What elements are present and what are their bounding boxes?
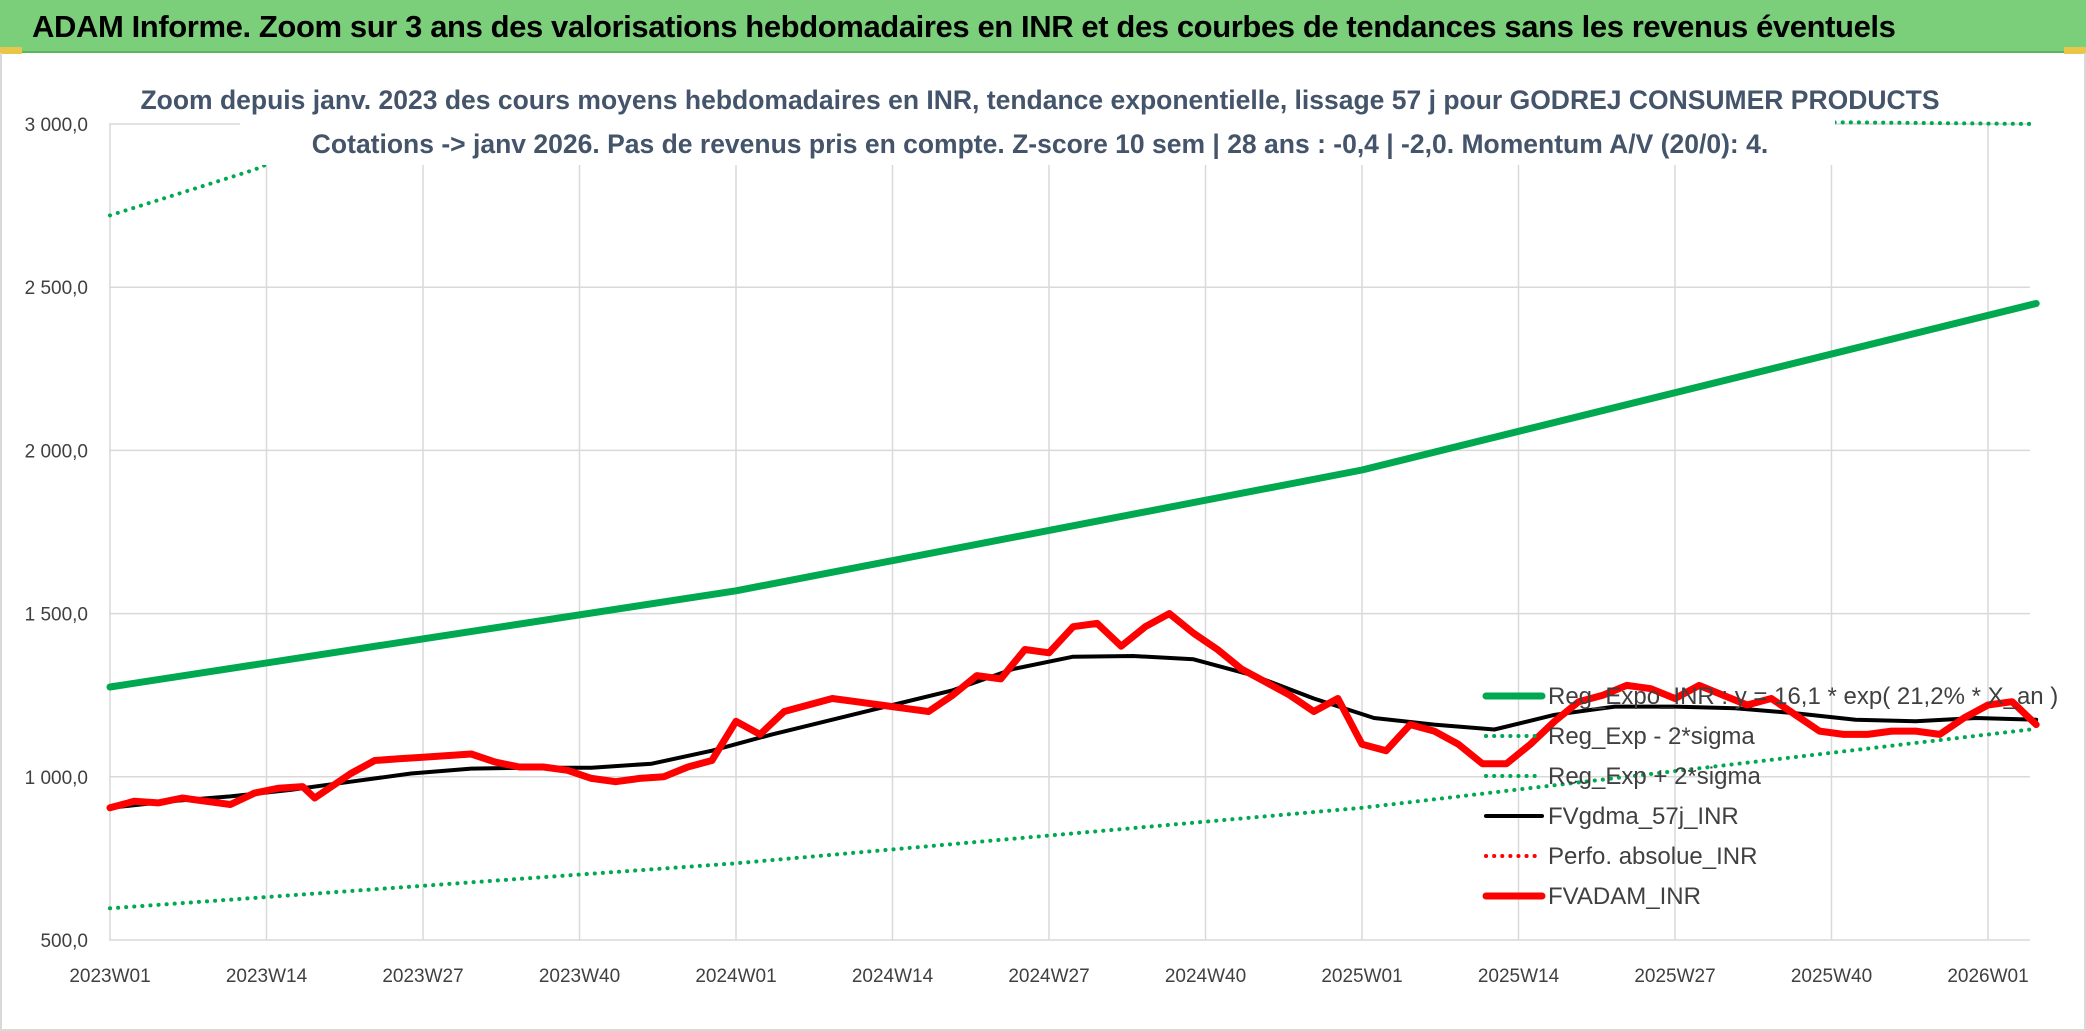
x-tick-label: 2024W27 bbox=[1008, 966, 1089, 987]
chart-title: Zoom depuis janv. 2023 des cours moyens … bbox=[140, 85, 1939, 115]
x-tick-label: 2023W40 bbox=[539, 966, 620, 987]
series-line bbox=[106, 610, 2040, 812]
chart-title-background bbox=[240, 80, 1835, 165]
x-tick-label: 2024W14 bbox=[852, 966, 934, 987]
x-tick-label: 2023W27 bbox=[382, 966, 463, 987]
series-line bbox=[108, 654, 2039, 810]
x-tick-label: 2023W14 bbox=[226, 966, 308, 987]
x-tick-label: 2023W01 bbox=[69, 966, 150, 987]
report-banner-title: ADAM Informe. Zoom sur 3 ans des valoris… bbox=[32, 9, 1896, 44]
x-tick-label: 2024W01 bbox=[695, 966, 776, 987]
legend-label: Reg_Expo_INR : y = 16,1 * exp( 21,2% * X… bbox=[1548, 683, 2058, 710]
x-tick-label: 2025W40 bbox=[1791, 966, 1872, 987]
legend-label: Reg_Exp + 2*sigma bbox=[1548, 763, 1761, 790]
y-tick-label: 2 000,0 bbox=[25, 441, 88, 462]
chart-frame bbox=[0, 53, 2086, 1031]
chart-legend: Reg_Expo_INR : y = 16,1 * exp( 21,2% * X… bbox=[1482, 683, 2058, 910]
legend-label: Reg_Exp - 2*sigma bbox=[1548, 723, 1755, 750]
chart-grid bbox=[109, 123, 2030, 941]
x-tick-label: 2026W01 bbox=[1947, 966, 2028, 987]
y-tick-label: 3 000,0 bbox=[25, 115, 88, 136]
y-tick-label: 500,0 bbox=[40, 931, 88, 952]
chart-series bbox=[106, 120, 2040, 911]
x-tick-label: 2025W01 bbox=[1321, 966, 1402, 987]
legend-label: FVgdma_57j_INR bbox=[1548, 803, 1739, 830]
legend-label: Perfo. absolue_INR bbox=[1548, 843, 1757, 870]
legend-label: FVADAM_INR bbox=[1548, 883, 1701, 910]
series-line bbox=[108, 120, 2039, 218]
x-tick-label: 2025W14 bbox=[1478, 966, 1560, 987]
y-tick-label: 1 500,0 bbox=[25, 605, 88, 626]
series-line bbox=[106, 300, 2040, 691]
x-axis: 2023W01 2023W14 2023W27 2023W40 2024W01 2024W… bbox=[69, 966, 2028, 987]
y-tick-label: 2 500,0 bbox=[25, 278, 88, 299]
y-tick-label: 1 000,0 bbox=[25, 768, 88, 789]
y-axis: 500,0 1 000,0 1 500,0 2 000,0 2 500,0 3 000,0 bbox=[25, 115, 88, 952]
banner-corner-mark-right bbox=[2064, 47, 2086, 54]
report-banner: ADAM Informe. Zoom sur 3 ans des valoris… bbox=[0, 0, 2086, 53]
x-tick-label: 2025W27 bbox=[1634, 966, 1715, 987]
series-line bbox=[108, 726, 2039, 911]
banner-corner-mark-left bbox=[0, 47, 22, 54]
x-tick-label: 2024W40 bbox=[1165, 966, 1246, 987]
chart-subtitle: Cotations -> janv 2026. Pas de revenus p… bbox=[312, 129, 1768, 159]
